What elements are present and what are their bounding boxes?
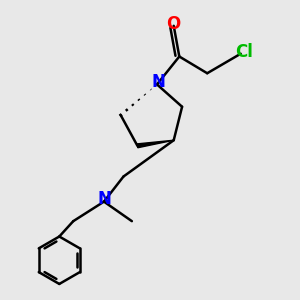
Polygon shape [137, 140, 174, 148]
Text: N: N [152, 73, 165, 91]
Text: Cl: Cl [235, 43, 253, 61]
Text: O: O [166, 15, 180, 33]
Text: N: N [97, 190, 111, 208]
